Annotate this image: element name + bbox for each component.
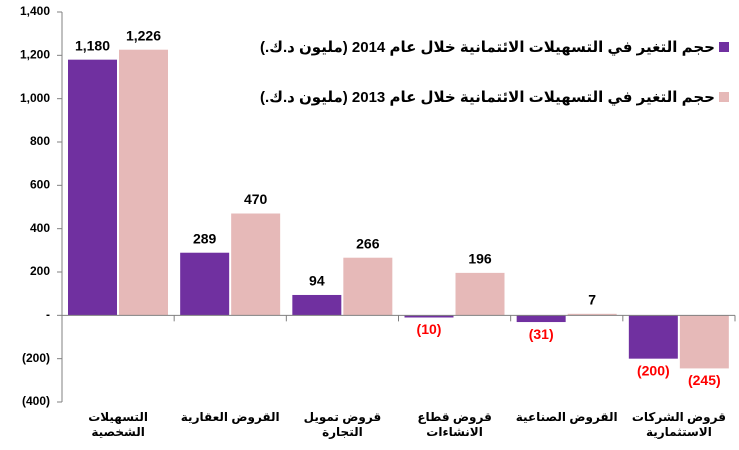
bar [119, 49, 168, 316]
bar [231, 213, 281, 316]
legend-item: حجم التغير في التسهيلات الائتمانية خلال … [260, 38, 729, 56]
value-label: 1,180 [75, 37, 110, 53]
y-tick-label: 1,000 [20, 91, 50, 105]
y-tick-label: 1,400 [20, 4, 50, 18]
x-tick-label: قروض قطاع الانشاءات [417, 410, 492, 439]
bar [516, 315, 566, 323]
value-label: 196 [468, 251, 492, 267]
value-label: 470 [244, 191, 268, 207]
x-tick-label: القروض العقارية [180, 410, 280, 424]
x-tick-label: التسهيلات الشخصية [88, 410, 148, 439]
y-tick-label: 1,200 [20, 48, 50, 62]
x-tick-label: قروض الشركات الاستثمارية [631, 410, 726, 439]
value-label: 94 [309, 273, 325, 289]
y-tick-label: 200 [30, 264, 50, 278]
y-tick-label: (200) [22, 351, 50, 365]
value-label: 1,226 [126, 27, 161, 43]
value-label: 266 [356, 235, 380, 251]
legend-label: حجم التغير في التسهيلات الائتمانية خلال … [260, 39, 715, 56]
bar [68, 59, 117, 316]
legend-marker [719, 92, 729, 102]
y-tick-label: 800 [30, 134, 50, 148]
bar [679, 315, 729, 369]
y-tick-label: 400 [30, 221, 50, 235]
value-label: (245) [688, 372, 721, 388]
value-label: 289 [193, 230, 217, 246]
y-tick-label: (400) [22, 394, 50, 408]
bar [180, 252, 230, 316]
y-tick-label: - [46, 308, 50, 322]
bar [404, 315, 454, 318]
value-label: (200) [637, 362, 670, 378]
value-label: 7 [588, 292, 596, 308]
x-tick-label: القروض الصناعية [515, 410, 618, 424]
bar [567, 313, 617, 316]
bar [292, 294, 342, 316]
bar [455, 272, 505, 316]
y-tick-label: 600 [30, 178, 50, 192]
legend-marker [719, 42, 729, 52]
value-label: (10) [417, 321, 442, 337]
bar [343, 257, 393, 316]
legend-item: حجم التغير في التسهيلات الائتمانية خلال … [260, 88, 729, 106]
legend-label: حجم التغير في التسهيلات الائتمانية خلال … [260, 89, 715, 106]
value-label: (31) [529, 326, 554, 342]
x-tick-label: قروض تمويل التجارة [303, 410, 382, 439]
bar [628, 315, 678, 359]
